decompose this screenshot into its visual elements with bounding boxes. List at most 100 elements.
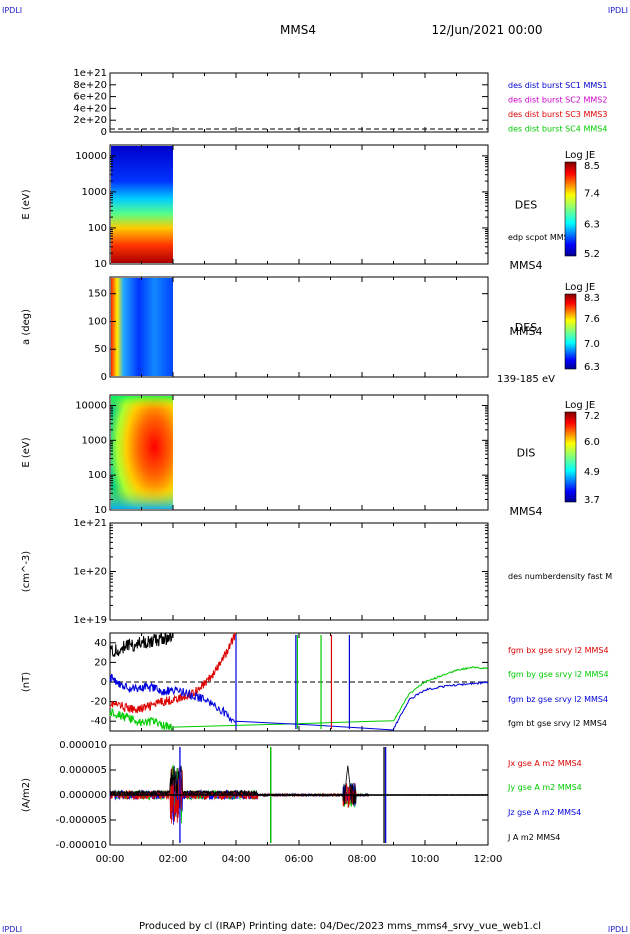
footer-credit: Produced by cl (IRAP) Printing date: 04/… <box>139 921 541 932</box>
instrument-label: DES <box>515 199 537 212</box>
colorbar-tick-label: 7.6 <box>584 314 600 325</box>
panel-dis-energy: 10 100 1000 10000 E (eV) DIS MMS4 Log JE 3.7 4.9 6… <box>21 394 600 518</box>
y-tick-label: 0.000000 <box>59 790 107 801</box>
x-tick-label: 10:00 <box>411 854 440 865</box>
y-tick-label: 50 <box>94 344 107 355</box>
y-tick-label: -40 <box>91 716 107 727</box>
panel-fgm: -40 -20 0 20 40 (nT) fgm bx gse srvy l2 MMS4 fg… <box>21 632 609 732</box>
y-tick-label: 1000 <box>82 187 107 198</box>
colorbar-tick-label: 8.3 <box>584 293 600 304</box>
colorbar-tick-label: 6.3 <box>584 220 600 231</box>
y-axis-label: E (eV) <box>21 437 32 467</box>
colorbar: Log JE 5.2 6.3 7.4 8.5 <box>564 150 600 260</box>
panel-frame <box>109 72 489 133</box>
colorbar-title: Log JE <box>565 150 595 161</box>
y-tick-label: 10 <box>94 505 107 516</box>
colorbar: Log JE 6.3 7.0 7.6 8.3 <box>564 282 600 373</box>
y-tick-label: 10000 <box>75 400 107 411</box>
y-axis-label: (cm^-3) <box>21 551 32 592</box>
legend: des dist burst SC1 MMS1 des dist burst SC… <box>508 81 607 134</box>
spacecraft-label: MMS4 <box>510 325 543 338</box>
y-tick-label: 100 <box>88 470 107 481</box>
datetime-title: 12/Jun/2021 00:00 <box>431 23 542 37</box>
panel-frame <box>109 522 489 621</box>
y-tick-label: 40 <box>94 638 107 649</box>
y-tick-label: 20 <box>94 657 107 668</box>
x-tick-label: 04:00 <box>222 854 251 865</box>
y-axis-label: (A/m2) <box>21 778 32 812</box>
colorbar: Log JE 3.7 4.9 6.0 7.2 <box>564 400 600 506</box>
y-tick-label: 4e+20 <box>73 103 107 114</box>
spectrogram-imagery <box>111 146 173 509</box>
y-tick-label: 0 <box>101 372 107 383</box>
x-tick-label: 12:00 <box>474 854 503 865</box>
des-energy-spectrogram <box>111 146 173 263</box>
colorbar-scale <box>564 293 577 370</box>
legend-entry: fgm by gse srvy l2 MMS4 <box>508 670 609 679</box>
colorbar-tick-label: 4.9 <box>584 467 600 478</box>
colorbar-tick-label: 6.3 <box>584 362 600 373</box>
x-tick-label: 08:00 <box>348 854 377 865</box>
instrument-label: DES <box>515 321 537 334</box>
y-tick-label: 150 <box>88 289 107 300</box>
series-line-by <box>109 665 489 731</box>
legend-entry: fgm bx gse srvy l2 MMS4 <box>508 646 609 655</box>
corner-label-bottom-left: IPDLI <box>2 925 22 934</box>
corner-label-top-right: IPDLI <box>608 6 628 15</box>
colorbar-title: Log JE <box>565 282 595 293</box>
current-trace <box>109 765 488 806</box>
colorbar-tick-label: 5.2 <box>584 249 600 260</box>
legend-entry: des dist burst SC1 MMS1 <box>508 81 607 90</box>
legend-entry: des numberdensity fast M <box>508 572 612 581</box>
spacecraft-label: MMS4 <box>510 505 543 518</box>
y-tick-label: 0 <box>101 677 107 688</box>
colorbar-scale <box>564 411 577 503</box>
y-axis-label: a (deg) <box>21 309 32 345</box>
legend-entry: Jy gse A m2 MMS4 <box>507 783 582 792</box>
dis-energy-spectrogram-edges <box>111 396 173 509</box>
x-tick-label: 06:00 <box>285 854 314 865</box>
legend-entry: fgm bz gse srvy l2 MMS4 <box>508 695 608 704</box>
y-tick-label: 10 <box>94 259 107 270</box>
legend-entry: Jx gse A m2 MMS4 <box>507 759 582 768</box>
series-line-bz <box>109 673 489 731</box>
y-tick-label: 10000 <box>75 151 107 162</box>
colorbar-tick-label: 8.5 <box>584 161 600 172</box>
y-tick-label: 1e+21 <box>73 518 107 529</box>
legend: Jx gse A m2 MMS4 Jy gse A m2 MMS4 Jz gse A… <box>507 759 582 842</box>
y-tick-label: 6e+20 <box>73 92 107 103</box>
legend-entry: des dist burst SC2 MMS2 <box>508 96 607 105</box>
series-line-bt <box>109 631 174 660</box>
y-tick-label: -20 <box>91 697 107 708</box>
colorbar-tick-label: 6.0 <box>584 437 600 448</box>
des-pitch-spectrogram <box>111 278 173 376</box>
panel-current-density: -0.000010 -0.000005 0.000000 0.000005 0.0000… <box>21 740 582 851</box>
legend-entry: des dist burst SC3 MMS3 <box>508 110 607 119</box>
y-tick-label: 2e+20 <box>73 115 107 126</box>
corner-label-bottom-right: IPDLI <box>608 925 628 934</box>
panel-des-numberdensity: 1e+19 1e+20 1e+21 (cm^-3) des numberdensity … <box>21 518 612 626</box>
instrument-label: DIS <box>517 447 536 460</box>
colorbar-tick-label: 3.7 <box>584 495 600 506</box>
extra-label: 139-185 eV <box>497 374 555 385</box>
series-line-bx <box>109 632 236 714</box>
colorbar-tick-label: 7.2 <box>584 411 600 422</box>
legend: des numberdensity fast M <box>508 572 612 581</box>
y-tick-label: 100 <box>88 223 107 234</box>
y-axis-label: (nT) <box>21 672 32 692</box>
corner-label-top-left: IPDLI <box>2 6 22 15</box>
legend-entry: fgm bt gse srvy l2 MMS4 <box>508 719 607 728</box>
colorbar-scale <box>564 161 577 257</box>
y-tick-label: 1e+19 <box>73 615 107 626</box>
y-tick-label: 100 <box>88 316 107 327</box>
spacecraft-title: MMS4 <box>280 23 316 37</box>
colorbar-title: Log JE <box>565 400 595 411</box>
y-axis-label: E (eV) <box>21 189 32 219</box>
y-tick-label: 0.000010 <box>59 740 107 751</box>
x-tick-label: 02:00 <box>159 854 188 865</box>
y-tick-label: -0.000010 <box>56 840 107 851</box>
